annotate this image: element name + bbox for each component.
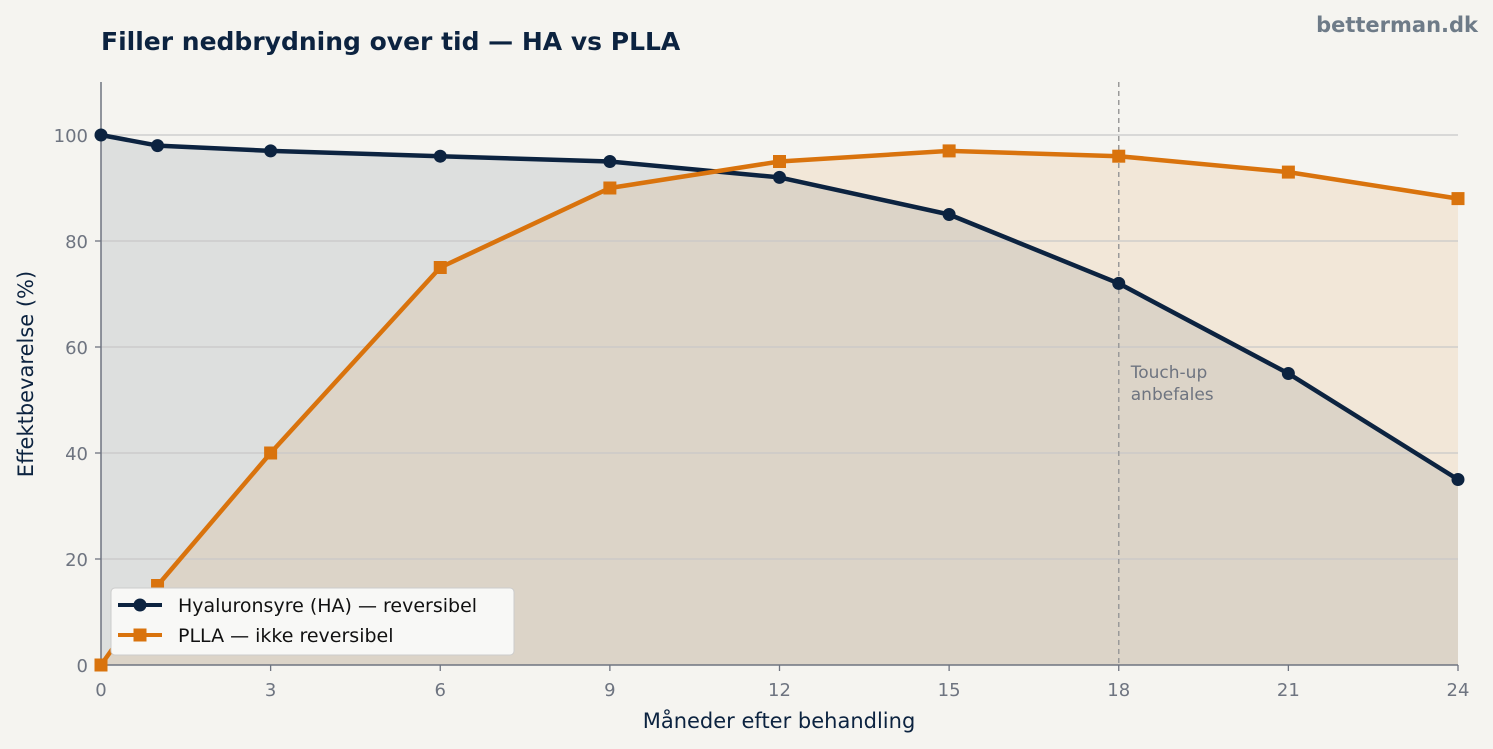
axes: 0 20 40 60 80 100 0 3 6 9 12 15 18 21 24 (54, 82, 1470, 701)
series-0-point-1 (151, 139, 165, 153)
x-tick-label-24: 24 (1447, 680, 1470, 701)
series-1-point-4 (603, 181, 617, 195)
legend-ha-label: Hyaluronsyre (HA) — reversibel (178, 595, 477, 617)
series-0-point-6 (942, 208, 956, 221)
y-tick-label-40: 40 (65, 444, 88, 465)
x-tick-label-9: 9 (604, 680, 615, 701)
grid-lines (101, 134, 1458, 560)
y-tick-label-60: 60 (65, 338, 88, 359)
series-1-point-9 (1451, 192, 1465, 206)
series-0-point-5 (773, 170, 786, 184)
x-tick-label-6: 6 (435, 680, 446, 701)
series-1-point-5 (773, 155, 786, 168)
series-0-point-4 (603, 155, 617, 168)
series-1-point-7 (1112, 149, 1126, 163)
x-tick-label-3: 3 (265, 680, 276, 701)
y-tick-label-20: 20 (65, 550, 88, 571)
annotation-label-0-0: Touch-up (1130, 363, 1208, 383)
series-fills (101, 135, 1458, 665)
y-axis-label: Effektbevarelse (%) (14, 271, 38, 477)
legend: Hyaluronsyre (HA) — reversibel PLLA — ik… (110, 587, 515, 656)
legend-plla-marker (133, 628, 147, 642)
x-tick-label-0: 0 (95, 680, 106, 701)
series-1-point-2 (264, 446, 278, 460)
legend-box (110, 587, 515, 656)
legend-plla-label: PLLA — ikke reversibel (178, 625, 394, 647)
brand-label: betterman.dk (1316, 13, 1479, 37)
x-tick-label-21: 21 (1277, 680, 1300, 701)
series-0-point-9 (1451, 473, 1465, 486)
x-tick-label-15: 15 (938, 680, 961, 701)
y-tick-label-0: 0 (77, 656, 88, 677)
chart-title: Filler nedbrydning over tid — HA vs PLLA (101, 27, 681, 56)
legend-ha-marker (133, 598, 147, 612)
y-tick-label-80: 80 (65, 232, 88, 253)
series-1-point-0 (94, 658, 108, 672)
series-layer (94, 128, 1465, 672)
series-0-point-2 (264, 144, 278, 158)
series-0-point-8 (1281, 367, 1295, 380)
x-axis-label: Måneder efter behandling (643, 708, 916, 733)
series-1-point-6 (942, 144, 956, 158)
series-1-point-8 (1281, 165, 1295, 179)
series-0-point-7 (1112, 276, 1126, 290)
series-0-point-3 (433, 149, 447, 163)
y-tick-label-100: 100 (54, 126, 88, 147)
x-tick-label-12: 12 (768, 680, 791, 701)
series-1-point-3 (433, 261, 447, 274)
series-line-1 (99, 148, 1459, 667)
annotation-label-0-1: anbefales (1131, 385, 1214, 405)
series-line-0 (100, 132, 1460, 482)
series-0-point-0 (94, 128, 108, 142)
x-tick-label-18: 18 (1107, 680, 1130, 701)
